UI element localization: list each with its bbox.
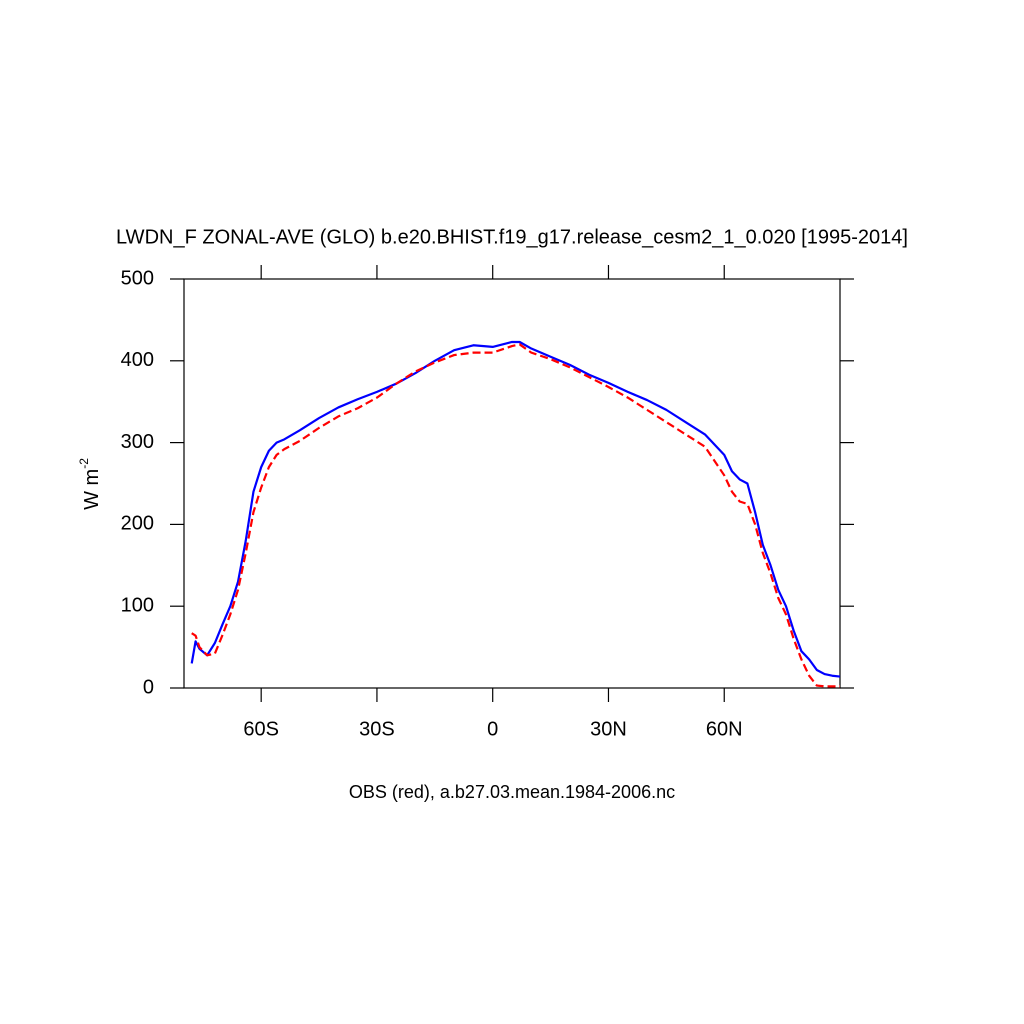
y-tick-label: 400 bbox=[121, 349, 154, 371]
y-tick-label: 200 bbox=[121, 513, 154, 535]
y-axis-label: W m-2 bbox=[77, 458, 103, 510]
x-tick-label: 60N bbox=[706, 718, 743, 740]
y-tick-label: 500 bbox=[121, 267, 154, 289]
x-tick-label: 60S bbox=[243, 718, 279, 740]
plot-frame bbox=[183, 278, 841, 689]
x-tick-label: 30S bbox=[359, 718, 395, 740]
series-line bbox=[191, 343, 840, 688]
x-tick-label: 30N bbox=[590, 718, 627, 740]
series-line bbox=[190, 340, 841, 678]
y-label-text: W m bbox=[81, 469, 103, 510]
chart-title: LWDN_F ZONAL-AVE (GLO) b.e20.BHIST.f19_g… bbox=[116, 226, 908, 248]
x-tick-label: 0 bbox=[487, 718, 498, 740]
y-tick-label: 0 bbox=[143, 676, 154, 698]
y-label-exponent: -2 bbox=[77, 458, 91, 469]
y-tick-label: 300 bbox=[121, 431, 154, 453]
x-axis-caption: OBS (red), a.b27.03.mean.1984-2006.nc bbox=[349, 782, 675, 802]
y-tick-label: 100 bbox=[121, 594, 154, 616]
